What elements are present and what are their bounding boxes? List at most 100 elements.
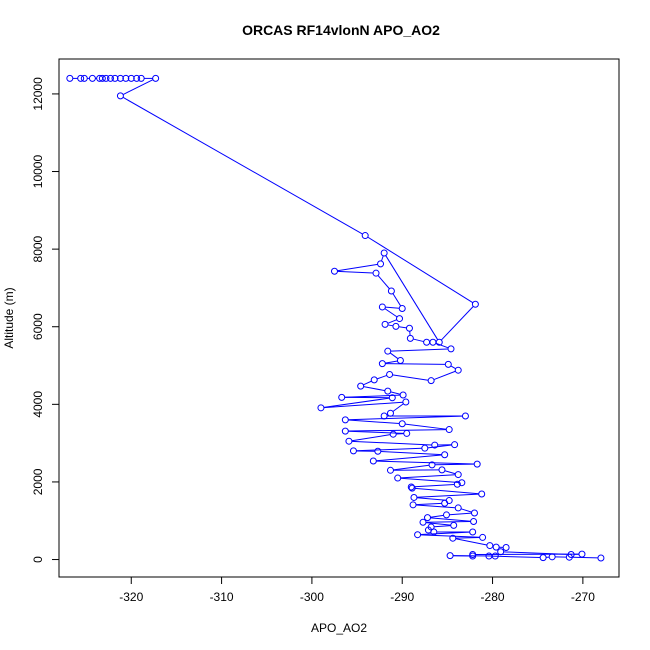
data-point: [127, 74, 135, 82]
x-tick-label: -310: [210, 590, 234, 604]
series-segment: [363, 380, 372, 386]
y-tick-label: 12000: [31, 77, 45, 111]
data-point: [539, 554, 547, 562]
data-point: [485, 552, 493, 560]
data-point: [470, 509, 478, 517]
data-point: [407, 483, 415, 491]
series-group: [66, 74, 605, 562]
x-axis-label: APO_AO2: [311, 621, 367, 635]
data-point: [378, 303, 386, 311]
y-tick-label: 8000: [31, 235, 45, 262]
data-point: [386, 409, 394, 417]
data-point: [80, 74, 88, 82]
series-segment: [348, 415, 463, 421]
data-point: [458, 479, 466, 487]
data-point: [454, 366, 462, 374]
data-point: [377, 260, 385, 268]
data-point: [357, 382, 365, 390]
series-segment: [425, 521, 471, 523]
series-segment: [385, 360, 398, 364]
data-point: [486, 542, 494, 550]
series-segment: [433, 370, 456, 381]
series-segment: [367, 236, 474, 304]
series-segment: [491, 555, 541, 559]
data-point: [152, 74, 160, 82]
data-point: [111, 74, 119, 82]
series-segment: [392, 403, 404, 412]
data-point: [392, 322, 400, 330]
series-segment: [425, 522, 451, 526]
series-segment: [381, 255, 384, 262]
data-point: [102, 74, 110, 82]
data-point: [492, 543, 500, 551]
series-segment: [122, 79, 154, 95]
series-segment: [415, 487, 479, 495]
x-tick-label: -280: [481, 590, 505, 604]
data-point: [451, 441, 459, 449]
data-point: [441, 499, 449, 507]
series-segment: [393, 464, 430, 471]
data-point: [374, 447, 382, 455]
y-tick-label: 2000: [31, 468, 45, 495]
data-point: [478, 490, 486, 498]
series-segment: [455, 538, 487, 546]
data-point: [454, 504, 462, 512]
data-point: [473, 460, 481, 468]
data-point: [461, 412, 469, 420]
data-point: [116, 92, 124, 100]
data-point: [372, 269, 380, 277]
data-point: [88, 74, 96, 82]
data-point: [441, 451, 449, 459]
series-segment: [455, 537, 480, 539]
data-point: [341, 416, 349, 424]
series-segment: [434, 525, 451, 528]
data-point: [387, 287, 395, 295]
series-segment: [427, 444, 452, 449]
data-point: [394, 474, 402, 482]
data-point: [410, 493, 418, 501]
data-point: [453, 480, 461, 488]
series-segment: [435, 463, 475, 466]
data-point: [338, 393, 346, 401]
data-point: [106, 74, 114, 82]
data-point: [445, 497, 453, 505]
data-point: [380, 412, 388, 420]
series-segment: [398, 326, 407, 329]
series-segment: [337, 270, 374, 274]
data-point: [427, 377, 435, 385]
series-segment: [363, 386, 385, 392]
series-segment: [376, 454, 442, 462]
data-point: [116, 74, 124, 82]
series-segment: [384, 308, 398, 318]
series-segment: [416, 497, 447, 501]
data-point: [396, 356, 404, 364]
series-segment: [380, 450, 442, 456]
data-point: [430, 528, 438, 536]
data-point: [421, 444, 429, 452]
data-point: [405, 324, 413, 332]
data-point: [386, 370, 394, 378]
data-point: [548, 553, 556, 561]
data-point: [597, 554, 605, 562]
x-tick-label: -300: [300, 590, 324, 604]
data-point: [424, 514, 432, 522]
chart-title: ORCAS RF14vlonN APO_AO2: [242, 22, 440, 38]
series-segment: [351, 434, 391, 442]
series-segment: [414, 483, 455, 488]
y-tick-label: 4000: [31, 391, 45, 418]
data-point: [479, 533, 487, 541]
y-tick-label: 0: [31, 556, 45, 563]
y-tick-label: 10000: [31, 155, 45, 189]
data-point: [408, 484, 416, 492]
series-segment: [348, 419, 400, 425]
data-point: [66, 74, 74, 82]
data-point: [389, 430, 397, 438]
data-point: [388, 394, 396, 402]
data-point: [137, 74, 145, 82]
series-segment: [323, 397, 390, 408]
data-point: [378, 360, 386, 368]
data-point: [133, 74, 141, 82]
data-point: [578, 550, 586, 558]
y-axis: 0 2000 4000 6000 8000 10000 12000: [31, 77, 60, 563]
